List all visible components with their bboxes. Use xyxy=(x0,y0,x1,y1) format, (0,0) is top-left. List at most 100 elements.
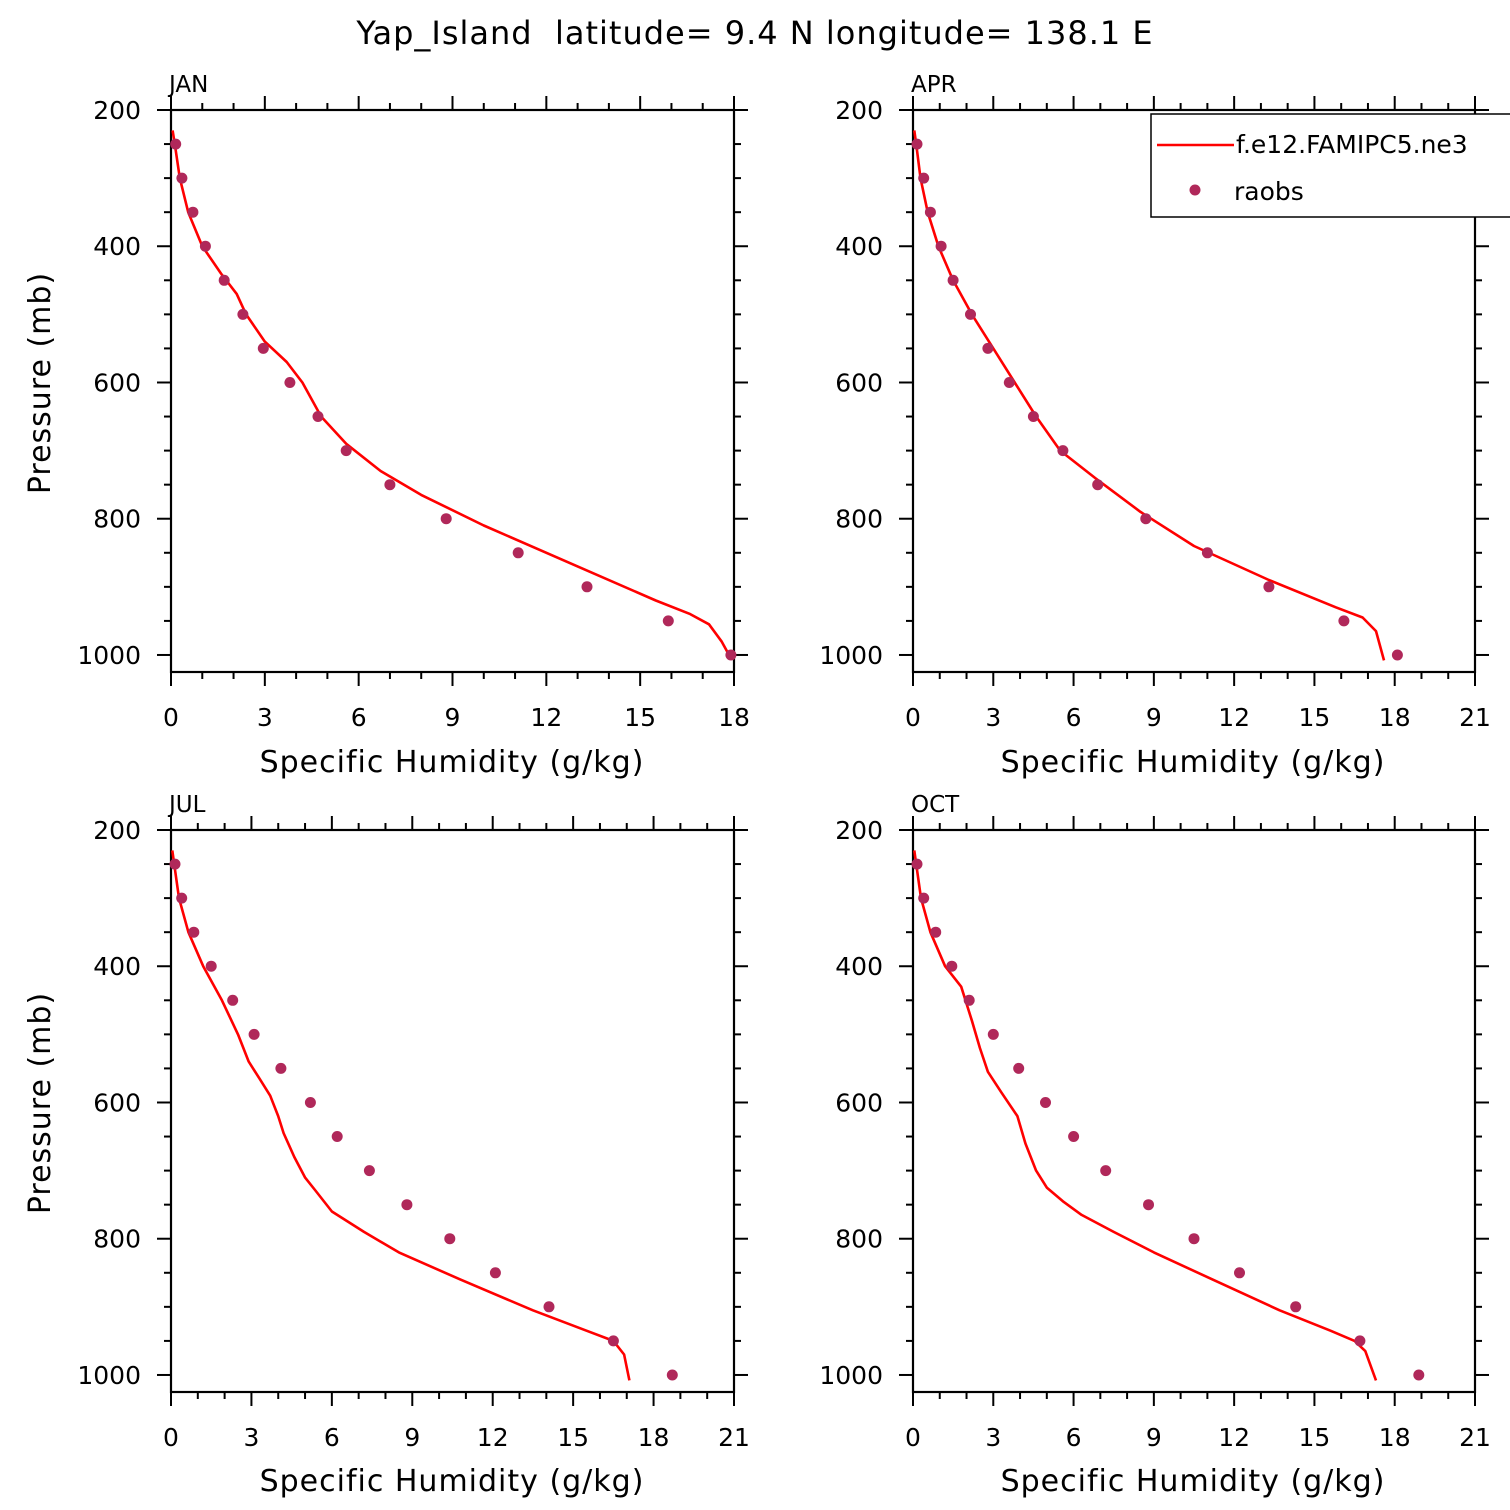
y-tick-label-oct: 600 xyxy=(835,1088,883,1117)
raobs-point-oct xyxy=(918,892,930,904)
raobs-point-apr xyxy=(1092,479,1104,491)
raobs-point-jul xyxy=(227,994,239,1006)
x-tick-label-jul: 9 xyxy=(404,1423,420,1452)
raobs-point-jul xyxy=(304,1097,316,1108)
raobs-point-jul xyxy=(205,960,217,972)
raobs-point-oct xyxy=(1040,1097,1051,1108)
plot-frame-jan xyxy=(169,108,736,674)
raobs-point-apr xyxy=(1140,513,1152,525)
panel-title-oct: OCT xyxy=(911,792,960,818)
raobs-point-jul xyxy=(169,858,181,870)
x-tick-label-jan: 12 xyxy=(530,703,562,732)
y-axis-label-jan: Pressure (mb) xyxy=(23,272,58,494)
raobs-point-jan xyxy=(257,342,269,354)
raobs-point-jan xyxy=(237,308,249,320)
x-tick-label-jul: 6 xyxy=(324,1423,340,1452)
y-tick-label-oct: 1000 xyxy=(819,1361,883,1390)
raobs-point-jul xyxy=(543,1301,555,1313)
raobs-point-oct xyxy=(1013,1062,1025,1074)
raobs-point-apr xyxy=(911,138,923,150)
panel-apr: APR Specific Humidity (g/kg) 0 3 6 9 12 15 18 2… xyxy=(819,72,1491,780)
y-tick-label-apr: 1000 xyxy=(819,641,883,670)
panel-jul: JUL Specific Humidity (g/kg) Pressure (m… xyxy=(23,792,750,1499)
x-tick-label-jul: 18 xyxy=(638,1423,670,1452)
raobs-point-oct xyxy=(1143,1199,1154,1211)
raobs-point-jul xyxy=(489,1267,501,1279)
y-tick-label-jan: 1000 xyxy=(77,641,141,670)
raobs-point-apr xyxy=(982,342,994,354)
x-tick-label-jul: 12 xyxy=(477,1423,509,1452)
y-tick-label-jul: 1000 xyxy=(77,1361,141,1390)
x-tick-label-jul: 15 xyxy=(557,1423,589,1452)
y-tick-label-jan: 400 xyxy=(93,232,141,261)
raobs-point-jan xyxy=(218,274,230,286)
y-tick-label-oct: 400 xyxy=(835,952,883,981)
raobs-point-oct xyxy=(1290,1301,1302,1313)
raobs-point-jan xyxy=(176,172,188,184)
raobs-point-jan xyxy=(170,138,182,150)
y-tick-label-jan: 600 xyxy=(93,368,141,397)
y-tick-label-jul: 400 xyxy=(93,952,141,981)
x-tick-label-apr: 18 xyxy=(1379,703,1411,732)
panel-title-jul: JUL xyxy=(167,792,206,818)
raobs-point-apr xyxy=(1057,445,1069,457)
x-tick-label-oct: 18 xyxy=(1379,1423,1411,1452)
x-axis-label-jul: Specific Humidity (g/kg) xyxy=(260,1464,645,1499)
x-tick-label-oct: 6 xyxy=(1066,1423,1082,1452)
y-tick-label-jul: 200 xyxy=(93,816,141,845)
raobs-point-jan xyxy=(725,649,737,661)
y-tick-label-jan: 200 xyxy=(93,96,141,125)
x-tick-label-oct: 3 xyxy=(985,1423,1001,1452)
x-tick-label-jan: 18 xyxy=(718,703,750,732)
x-axis-label-jan: Specific Humidity (g/kg) xyxy=(260,745,645,780)
raobs-point-jan xyxy=(284,377,296,388)
x-tick-label-jan: 6 xyxy=(351,703,367,732)
x-tick-label-apr: 12 xyxy=(1218,703,1250,732)
x-tick-label-oct: 21 xyxy=(1459,1423,1491,1452)
y-axis-label-jul: Pressure (mb) xyxy=(23,992,58,1214)
y-tick-label-jul: 800 xyxy=(93,1225,141,1254)
x-tick-label-apr: 15 xyxy=(1299,703,1331,732)
legend-dot-swatch xyxy=(1189,184,1201,196)
raobs-point-apr xyxy=(1391,649,1403,661)
raobs-point-jan xyxy=(187,206,199,218)
y-tick-label-apr: 200 xyxy=(835,96,883,125)
raobs-point-apr xyxy=(1338,615,1350,627)
raobs-point-jan xyxy=(440,513,452,525)
raobs-point-oct xyxy=(1100,1165,1112,1177)
raobs-point-jul xyxy=(331,1131,343,1142)
raobs-point-jul xyxy=(248,1028,260,1040)
x-tick-label-jan: 15 xyxy=(624,703,656,732)
raobs-point-apr xyxy=(924,206,936,218)
plot-frame-apr xyxy=(911,108,1477,674)
raobs-point-oct xyxy=(930,926,942,938)
y-tick-label-oct: 800 xyxy=(835,1225,883,1254)
legend-box xyxy=(1150,113,1510,218)
raobs-point-apr xyxy=(965,308,976,320)
x-axis-label-oct: Specific Humidity (g/kg) xyxy=(1001,1464,1386,1499)
x-tick-label-jul: 0 xyxy=(163,1423,179,1452)
panel-title-apr: APR xyxy=(911,72,957,98)
x-axis-label-apr: Specific Humidity (g/kg) xyxy=(1001,745,1386,780)
x-tick-label-apr: 9 xyxy=(1146,703,1162,732)
legend-obs-label: raobs xyxy=(1234,177,1304,206)
x-tick-label-apr: 6 xyxy=(1066,703,1082,732)
raobs-point-oct xyxy=(1068,1131,1080,1142)
raobs-point-apr xyxy=(935,240,947,252)
x-tick-label-jul: 3 xyxy=(243,1423,259,1452)
raobs-point-oct xyxy=(1354,1335,1366,1347)
y-tick-label-apr: 400 xyxy=(835,232,883,261)
raobs-point-jul xyxy=(444,1233,456,1245)
y-tick-label-apr: 600 xyxy=(835,368,883,397)
x-tick-label-jan: 3 xyxy=(257,703,273,732)
y-tick-label-apr: 800 xyxy=(835,505,883,534)
raobs-point-jul xyxy=(188,926,200,938)
raobs-point-oct xyxy=(987,1028,999,1040)
figure-title: Yap_Island latitude= 9.4 N longitude= 13… xyxy=(355,14,1153,52)
model-line-jul xyxy=(171,850,631,1381)
raobs-point-oct xyxy=(946,960,958,972)
x-tick-label-oct: 9 xyxy=(1146,1423,1162,1452)
x-tick-label-apr: 3 xyxy=(985,703,1001,732)
raobs-point-jan xyxy=(384,479,396,491)
raobs-point-jan xyxy=(340,445,352,457)
